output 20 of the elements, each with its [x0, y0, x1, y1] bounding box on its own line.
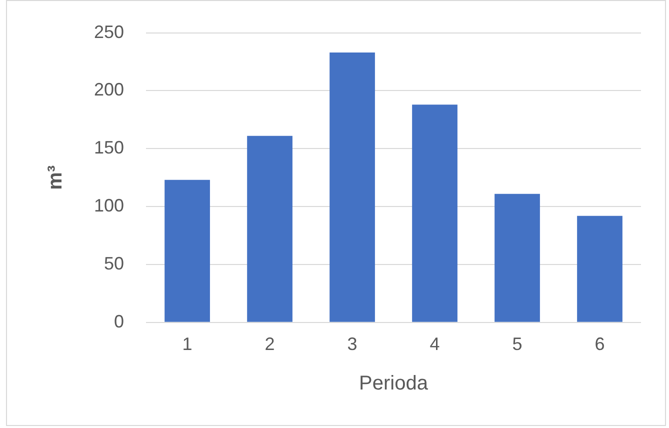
- bar: [494, 194, 540, 322]
- y-tick-label: 250: [94, 22, 124, 42]
- bar: [247, 136, 292, 322]
- y-tick-label: 0: [114, 311, 124, 332]
- y-tick-label: 50: [104, 253, 124, 274]
- bar: [577, 216, 622, 322]
- y-tick-label: 200: [94, 80, 124, 100]
- bar: [164, 180, 210, 322]
- bar: [412, 104, 458, 322]
- x-tick-label: 4: [430, 334, 440, 354]
- x-tick-label: 1: [182, 334, 192, 354]
- x-axis-title: Perioda: [359, 372, 429, 395]
- bar: [330, 52, 375, 322]
- y-tick-label: 150: [94, 138, 124, 158]
- y-axis-title: m³: [44, 165, 67, 190]
- x-tick-label: 6: [594, 334, 605, 354]
- y-tick-label: 100: [94, 196, 124, 216]
- x-tick-label: 3: [347, 334, 358, 354]
- x-tick-label: 2: [264, 334, 275, 354]
- x-tick-label: 5: [512, 334, 522, 354]
